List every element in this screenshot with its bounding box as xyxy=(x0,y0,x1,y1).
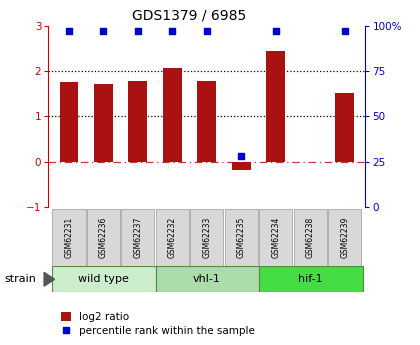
Bar xyxy=(335,93,354,162)
Text: vhl-1: vhl-1 xyxy=(193,274,221,284)
Bar xyxy=(259,209,292,266)
Bar xyxy=(190,209,223,266)
Text: GSM62238: GSM62238 xyxy=(306,217,315,258)
Text: GDS1379 / 6985: GDS1379 / 6985 xyxy=(132,9,246,23)
Point xyxy=(66,29,72,34)
Bar xyxy=(225,209,258,266)
Bar xyxy=(129,81,147,162)
Point xyxy=(273,29,279,34)
Bar xyxy=(259,266,362,292)
Bar xyxy=(52,266,156,292)
Bar xyxy=(294,209,327,266)
Text: GSM62236: GSM62236 xyxy=(99,217,108,258)
Text: strain: strain xyxy=(4,274,36,284)
Text: hif-1: hif-1 xyxy=(298,274,323,284)
Text: GSM62232: GSM62232 xyxy=(168,217,177,258)
Bar xyxy=(121,209,155,266)
Point xyxy=(238,154,245,159)
Point xyxy=(204,29,210,34)
Text: wild type: wild type xyxy=(78,274,129,284)
Bar xyxy=(197,81,216,162)
Text: GSM62234: GSM62234 xyxy=(271,217,280,258)
Point xyxy=(100,29,107,34)
Bar xyxy=(266,51,285,162)
Bar xyxy=(94,84,113,162)
Text: GSM62235: GSM62235 xyxy=(237,217,246,258)
Bar xyxy=(52,209,86,266)
Bar xyxy=(60,82,79,162)
Bar xyxy=(87,209,120,266)
Bar xyxy=(156,266,259,292)
Text: GSM62231: GSM62231 xyxy=(65,217,73,258)
Text: GSM62237: GSM62237 xyxy=(134,217,142,258)
Text: GSM62233: GSM62233 xyxy=(202,217,211,258)
Bar xyxy=(163,68,182,162)
Bar xyxy=(232,162,251,170)
Bar xyxy=(328,209,361,266)
Bar xyxy=(156,209,189,266)
Legend: log2 ratio, percentile rank within the sample: log2 ratio, percentile rank within the s… xyxy=(57,308,259,341)
Text: GSM62239: GSM62239 xyxy=(340,217,349,258)
Point xyxy=(169,29,176,34)
Point xyxy=(341,29,348,34)
Point xyxy=(134,29,141,34)
